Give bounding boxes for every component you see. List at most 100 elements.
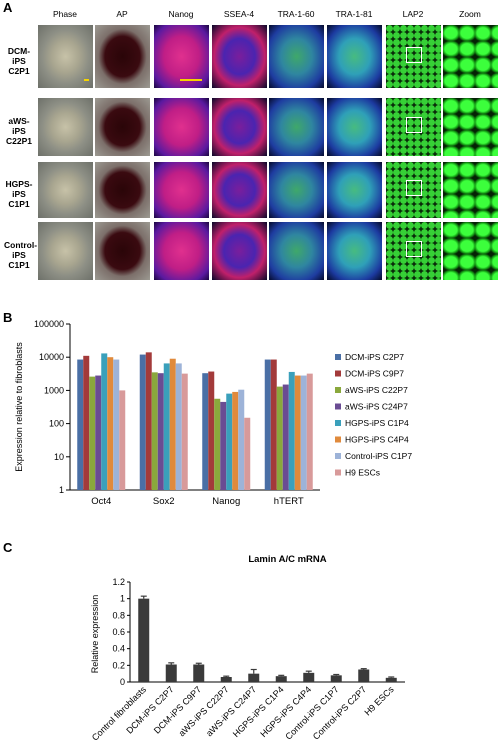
y-tick-label: 100000 (34, 319, 64, 329)
zoom-region-box (406, 46, 422, 63)
row-label-3: Control-iPS C1P1 (4, 240, 38, 270)
x-tick-label: aWS-iPS C24P7 (204, 684, 258, 738)
row-label-line1: HGPS-iPS (5, 179, 33, 199)
micrograph-lap2-row2 (386, 162, 441, 218)
micrograph-nanog-row1 (154, 98, 209, 156)
bar-nanog-3 (220, 401, 227, 490)
column-header-tra181: TRA-1-81 (335, 9, 373, 19)
x-tick-label: Sox2 (153, 496, 175, 507)
bar-oct4-5 (107, 357, 114, 490)
bar-oct4-4 (101, 353, 108, 490)
zoom-region-box (406, 117, 422, 133)
micrograph-zoom-row1 (443, 98, 498, 156)
bar-htert-0 (264, 359, 271, 490)
bar-htert-1 (270, 359, 277, 490)
panel-b-expression-chart: 1 10 100 1000 10000 100000 Expression relative… (14, 319, 412, 507)
row-label-line2: C22P1 (6, 136, 32, 146)
x-tick-label: H9 ESCs (362, 684, 396, 718)
legend-label: DCM-iPS C2P7 (345, 352, 404, 362)
y-tick-label: 0.4 (112, 644, 125, 654)
micrograph-nanog-row2 (154, 162, 209, 218)
y-tick-label: 0.2 (112, 660, 125, 670)
column-header-ssea4: SSEA-4 (223, 9, 255, 19)
bar-lamin-9 (385, 677, 397, 682)
legend-swatch (335, 436, 341, 443)
bar-lamin-6 (303, 672, 315, 682)
micrograph-phase-row1 (38, 98, 93, 156)
micrograph-zoom-row0 (443, 25, 498, 88)
bar-nanog-1 (208, 371, 215, 490)
bar-lamin-2 (193, 664, 205, 682)
bar-sox2-0 (139, 354, 146, 490)
bar-htert-5 (294, 375, 301, 490)
bar-sox2-2 (151, 372, 158, 490)
bar-oct4-7 (119, 390, 126, 490)
micrograph-zoom-row3 (443, 222, 498, 280)
bar-nanog-5 (232, 391, 239, 490)
bar-oct4-0 (77, 359, 84, 490)
row-label-1: aWS-iPS C22P1 (4, 116, 34, 146)
bar-lamin-8 (358, 669, 370, 682)
y-tick-label: 10000 (39, 352, 64, 362)
micrograph-ap-row3 (95, 222, 150, 280)
panel-b-letter: B (3, 310, 13, 325)
zoom-region-box (406, 180, 422, 196)
y-tick-label: 0.6 (112, 627, 125, 637)
panel-a-letter: A (3, 0, 13, 15)
row-label-line1: Control-iPS (4, 240, 38, 260)
bar-nanog-2 (214, 398, 221, 490)
micrograph-ap-row2 (95, 162, 150, 218)
bar-lamin-3 (220, 677, 232, 682)
micrograph-ssea4-row3 (212, 222, 267, 280)
row-label-line2: C2P1 (8, 65, 30, 76)
bar-sox2-4 (163, 363, 170, 490)
scale-bar (180, 79, 202, 81)
row-label-0: DCM-iPS C2P1 (4, 46, 34, 76)
bar-lamin-7 (330, 675, 342, 682)
legend-swatch (335, 420, 341, 426)
column-header-zoom: Zoom (459, 9, 481, 19)
bar-nanog-6 (238, 389, 245, 490)
y-tick-label: 10 (54, 452, 64, 462)
panel-c-lamin-chart: Lamin A/C mRNA 0 0.2 0.4 0.6 0.8 1 1.2 Relative … (90, 554, 405, 743)
legend-label: DCM-iPS C9P7 (345, 369, 404, 379)
bar-lamin-4 (248, 673, 260, 682)
legend-swatch (335, 370, 341, 377)
column-header-phase: Phase (52, 9, 78, 19)
x-tick-label: Oct4 (91, 496, 111, 507)
micrograph-tra160-row2 (269, 162, 324, 218)
panel-c-letter: C (3, 540, 13, 555)
micrograph-tra160-row1 (269, 98, 324, 156)
micrograph-phase-row0 (38, 25, 93, 88)
micrograph-ssea4-row0 (212, 25, 267, 88)
bar-oct4-2 (89, 376, 96, 490)
bar-htert-7 (306, 373, 313, 490)
y-tick-label: 100 (49, 419, 64, 429)
bar-sox2-3 (157, 373, 164, 490)
bar-sox2-7 (181, 373, 188, 490)
legend-label: HGPS-iPS C1P4 (345, 418, 409, 428)
y-tick-label: 0.8 (112, 610, 125, 620)
y-tick-label: 0 (120, 677, 125, 687)
legend-swatch (335, 387, 341, 393)
bar-nanog-0 (202, 373, 209, 490)
x-tick-label: aWS-iPS C22P7 (177, 684, 231, 738)
bar-htert-3 (282, 384, 289, 490)
y-tick-label: 1000 (44, 385, 64, 395)
column-header-lap2: LAP2 (402, 9, 424, 19)
micrograph-ap-row1 (95, 98, 150, 156)
legend-label: Control-iPS C1P7 (345, 451, 412, 461)
column-header-tra160: TRA-1-60 (277, 9, 315, 19)
bar-sox2-6 (175, 363, 182, 490)
bar-htert-6 (300, 375, 307, 490)
micrograph-lap2-row1 (386, 98, 441, 156)
bar-sox2-5 (169, 358, 176, 490)
bar-sox2-1 (145, 352, 152, 490)
micrograph-ssea4-row1 (212, 98, 267, 156)
micrograph-lap2-row0 (386, 25, 441, 88)
column-header-nanog: Nanog (168, 9, 194, 19)
micrograph-nanog-row0 (154, 25, 209, 88)
micrograph-phase-row3 (38, 222, 93, 280)
y-tick-label: 1 (120, 594, 125, 604)
bar-oct4-3 (95, 375, 102, 490)
